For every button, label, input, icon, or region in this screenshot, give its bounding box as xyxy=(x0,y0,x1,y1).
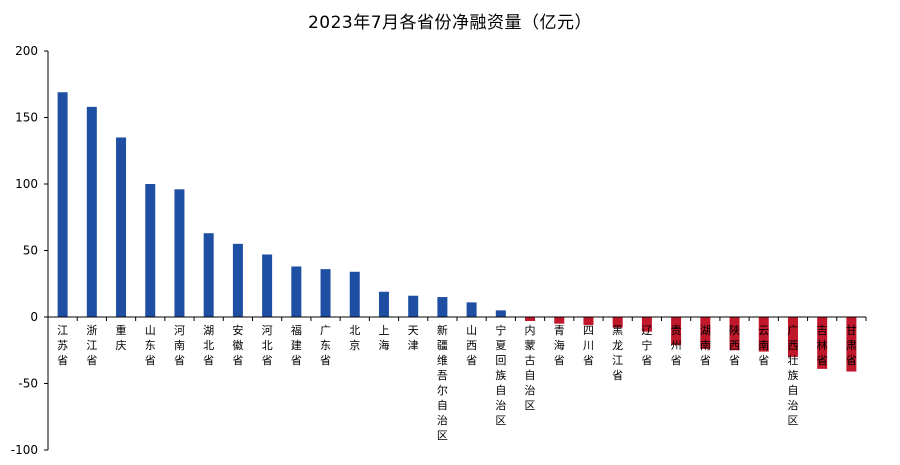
bar xyxy=(232,243,243,317)
bar xyxy=(116,137,127,317)
category-label: 湖南省 xyxy=(700,324,711,367)
bar xyxy=(320,269,331,317)
bar xyxy=(700,317,711,349)
y-tick-label: 100 xyxy=(15,177,38,191)
category-label: 广东省 xyxy=(320,324,331,367)
category-label: 安徽省 xyxy=(232,323,243,367)
x-axis xyxy=(47,316,867,321)
category-label: 重庆 xyxy=(116,323,127,352)
bar xyxy=(612,317,623,328)
bar xyxy=(583,317,594,325)
bar xyxy=(408,295,419,317)
bar xyxy=(203,233,214,317)
category-label: 辽宁省 xyxy=(641,324,652,367)
bar xyxy=(554,317,565,324)
category-label: 广西壮族自治区 xyxy=(787,324,798,427)
bar xyxy=(495,310,506,317)
y-tick-label: 150 xyxy=(15,111,38,125)
category-label: 湖北省 xyxy=(203,324,214,367)
y-tick-label: 200 xyxy=(15,44,38,58)
category-label: 宁夏回族自治区 xyxy=(495,323,506,427)
category-label: 新疆维吾尔自治区 xyxy=(437,323,448,442)
category-label: 山东省 xyxy=(145,324,156,367)
bar xyxy=(145,184,156,317)
bar xyxy=(291,266,302,317)
category-label: 青海省 xyxy=(554,324,565,367)
category-label: 河北省 xyxy=(262,324,273,367)
bar xyxy=(349,271,360,317)
bars xyxy=(57,92,857,372)
bar xyxy=(817,317,828,369)
y-axis: -100 -50 0 50 100 150 200 xyxy=(11,44,49,457)
category-label: 福建省 xyxy=(291,323,302,367)
category-label: 江苏省 xyxy=(57,324,68,367)
bar xyxy=(758,317,769,352)
category-label: 吉林省 xyxy=(817,324,828,367)
category-label: 河南省 xyxy=(174,324,185,367)
bar xyxy=(729,317,740,351)
bar xyxy=(671,317,682,345)
bar xyxy=(378,291,389,317)
y-tick-label: -100 xyxy=(11,443,38,457)
bar xyxy=(174,189,185,317)
category-label: 上海 xyxy=(378,324,389,352)
category-label: 黑龙江省 xyxy=(612,324,623,382)
category-label: 甘肃省 xyxy=(846,324,857,367)
y-tick-label: 50 xyxy=(23,244,38,258)
bar xyxy=(641,317,652,332)
bar xyxy=(846,317,857,372)
bar xyxy=(262,254,273,317)
category-label: 云南省 xyxy=(758,324,769,367)
category-label: 内蒙古自治区 xyxy=(525,323,536,412)
y-tick-label: -50 xyxy=(18,377,38,391)
bar xyxy=(86,106,97,317)
bar xyxy=(437,297,448,317)
category-label: 贵州省 xyxy=(671,324,682,367)
category-label: 北京 xyxy=(349,324,360,352)
bar xyxy=(57,92,68,317)
bar xyxy=(466,302,477,317)
bar xyxy=(787,317,798,357)
category-label: 天津 xyxy=(408,324,419,352)
category-label: 陕西省 xyxy=(729,323,740,367)
bar xyxy=(525,317,536,321)
chart-title: 2023年7月各省份净融资量（亿元） xyxy=(307,13,593,33)
category-label: 四川省 xyxy=(583,324,594,367)
y-tick-label: 0 xyxy=(30,310,38,324)
category-label: 山西省 xyxy=(466,324,477,367)
category-label: 浙江省 xyxy=(86,324,97,367)
